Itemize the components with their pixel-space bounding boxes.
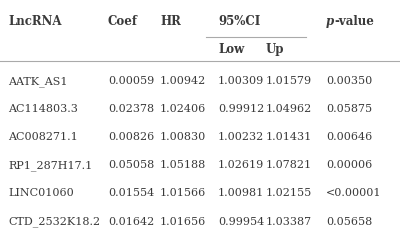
Text: LINC01060: LINC01060 [8, 188, 74, 198]
Text: RP1_287H17.1: RP1_287H17.1 [8, 160, 92, 171]
Text: 1.01566: 1.01566 [160, 188, 206, 198]
Text: 1.07821: 1.07821 [266, 160, 312, 170]
Text: 1.01579: 1.01579 [266, 76, 312, 86]
Text: 0.99954: 0.99954 [218, 217, 264, 227]
Text: <0.00001: <0.00001 [326, 188, 382, 198]
Text: 0.01642: 0.01642 [108, 217, 154, 227]
Text: -value: -value [335, 15, 375, 29]
Text: 0.00006: 0.00006 [326, 160, 372, 170]
Text: 0.00646: 0.00646 [326, 132, 372, 142]
Text: 1.04962: 1.04962 [266, 104, 312, 114]
Text: Up: Up [266, 43, 284, 56]
Text: 0.05875: 0.05875 [326, 104, 372, 114]
Text: 0.00826: 0.00826 [108, 132, 154, 142]
Text: 1.01431: 1.01431 [266, 132, 312, 142]
Text: 95%CI: 95%CI [218, 15, 260, 29]
Text: 0.02378: 0.02378 [108, 104, 154, 114]
Text: LncRNA: LncRNA [8, 15, 62, 29]
Text: Low: Low [218, 43, 244, 56]
Text: 0.05058: 0.05058 [108, 160, 154, 170]
Text: HR: HR [160, 15, 181, 29]
Text: 1.03387: 1.03387 [266, 217, 312, 227]
Text: 1.02155: 1.02155 [266, 188, 312, 198]
Text: 1.00942: 1.00942 [160, 76, 206, 86]
Text: 1.05188: 1.05188 [160, 160, 206, 170]
Text: AC114803.3: AC114803.3 [8, 104, 78, 114]
Text: 1.02406: 1.02406 [160, 104, 206, 114]
Text: 1.00981: 1.00981 [218, 188, 264, 198]
Text: 0.00350: 0.00350 [326, 76, 372, 86]
Text: 0.00059: 0.00059 [108, 76, 154, 86]
Text: 1.01656: 1.01656 [160, 217, 206, 227]
Text: 0.99912: 0.99912 [218, 104, 264, 114]
Text: CTD_2532K18.2: CTD_2532K18.2 [8, 217, 100, 227]
Text: 0.01554: 0.01554 [108, 188, 154, 198]
Text: p: p [326, 15, 334, 29]
Text: 1.00232: 1.00232 [218, 132, 264, 142]
Text: 1.00830: 1.00830 [160, 132, 206, 142]
Text: AC008271.1: AC008271.1 [8, 132, 78, 142]
Text: 0.05658: 0.05658 [326, 217, 372, 227]
Text: AATK_AS1: AATK_AS1 [8, 76, 68, 87]
Text: 1.02619: 1.02619 [218, 160, 264, 170]
Text: Coef: Coef [108, 15, 138, 29]
Text: 1.00309: 1.00309 [218, 76, 264, 86]
